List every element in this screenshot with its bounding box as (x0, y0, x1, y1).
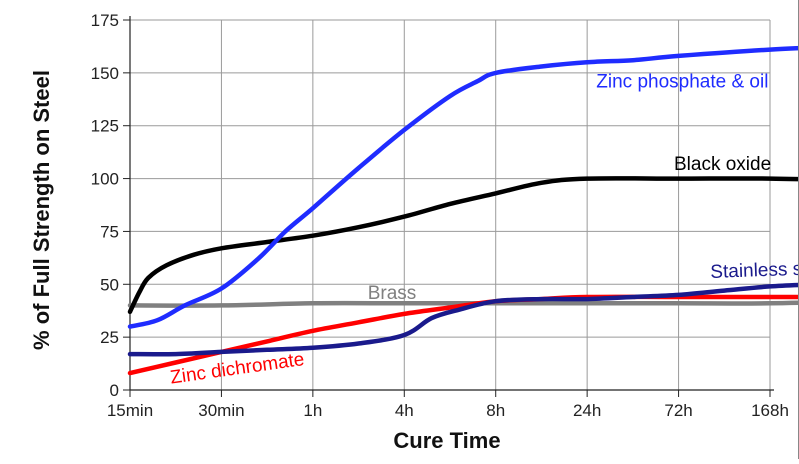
x-tick-label: 8h (486, 401, 505, 420)
series-line-black-oxide (127, 176, 799, 315)
y-tick-label: 150 (91, 64, 119, 83)
y-tick-label: 50 (100, 275, 119, 294)
y-tick-label: 125 (91, 117, 119, 136)
y-tick-label: 175 (91, 11, 119, 30)
x-tick-label: 168h (751, 401, 789, 420)
x-tick-label: 24h (573, 401, 601, 420)
x-tick-label: 72h (664, 401, 692, 420)
axes: 15min 30min 1h 4h 8h 24h 72h 168h 0 25 50 75 100 125 1… (91, 11, 789, 420)
series-label-brass: Brass (368, 283, 417, 304)
y-tick-label: 75 (100, 222, 119, 241)
series-label-black-oxide: Black oxide (674, 154, 771, 175)
series-line-stainless-steel (127, 282, 799, 357)
x-tick-label: 4h (395, 401, 414, 420)
x-axis-title: Cure Time (393, 428, 500, 453)
x-tick-label: 1h (303, 401, 322, 420)
y-tick-label: 100 (91, 170, 119, 189)
y-tick-label: 25 (100, 328, 119, 347)
series-lines (127, 45, 799, 376)
series-label-zinc-phosphate-oil: Zinc phosphate & oil (596, 72, 768, 93)
series-label-stainless-steel: Stainless steel (710, 258, 799, 283)
series-line-zinc-phosphate-oil (127, 45, 799, 329)
y-axis-title: % of Full Strength on Steel (29, 70, 54, 350)
y-tick-label: 0 (110, 381, 119, 400)
x-tick-label: 30min (198, 401, 244, 420)
x-tick-label: 15min (107, 401, 153, 420)
